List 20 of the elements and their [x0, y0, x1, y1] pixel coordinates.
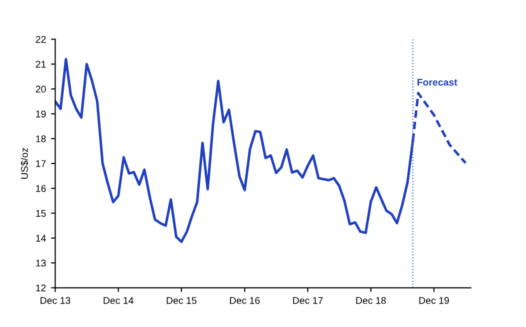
y-tick-label: 18	[36, 135, 46, 142]
y-tick-label: 22	[36, 36, 46, 43]
y-tick-label: 12	[36, 284, 46, 292]
y-tick-label: 21	[36, 60, 46, 68]
y-tick-label: 20	[36, 86, 46, 93]
x-tick-label: Dec 14	[104, 297, 134, 304]
y-tick-label: 16	[36, 185, 46, 192]
y-tick-label: 14	[36, 234, 46, 242]
x-tick-label: Dec 16	[230, 297, 260, 304]
x-tick-label: Dec 13	[40, 297, 70, 304]
x-tick-label: Dec 19	[419, 297, 449, 304]
y-tick-label: 19	[36, 110, 46, 118]
y-tick-label: 13	[36, 260, 46, 267]
x-tick-label: Dec 18	[356, 297, 386, 304]
annotation: Forecast	[417, 78, 458, 86]
y-axis-title: US$/oz	[20, 148, 28, 179]
x-tick-label: Dec 15	[166, 297, 196, 304]
y-tick-label: 15	[36, 210, 46, 217]
x-tick-label: Dec 17	[293, 297, 323, 304]
y-tick-label: 17	[36, 160, 46, 168]
